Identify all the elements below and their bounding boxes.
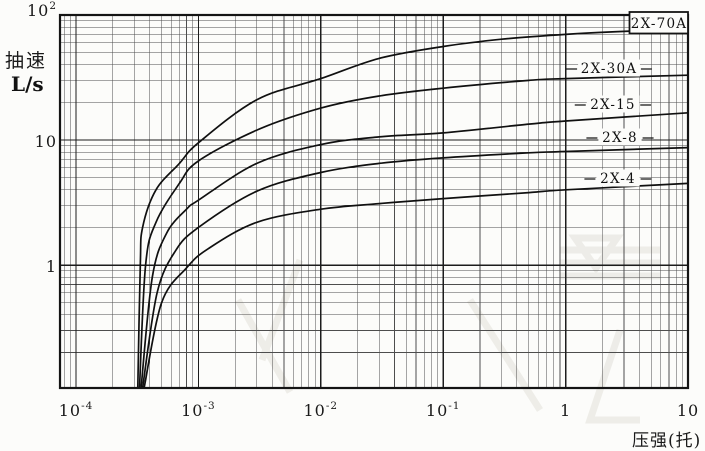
x-tick-10-2: 10-2 [304,400,339,420]
series-label-2X-30A: 2X-30A [581,61,637,77]
y-tick-102: 102 [27,0,57,20]
curve-2X-15 [140,111,689,389]
x-tick-1: 1 [560,401,571,420]
series-label-2X-4: 2X-4 [600,171,636,187]
x-tick-10-3: 10-3 [181,400,216,420]
series-label-bg-2X-8 [598,128,642,146]
x-axis-title: 压强(托) [632,431,702,451]
series-label-bg-2X-4 [596,169,640,187]
series-label-2X-8: 2X-8 [602,130,638,146]
curve-2X-30A [138,74,689,389]
plot-border [58,13,690,390]
x-tick-10-4: 10-4 [59,400,94,420]
x-tick-10: 10 [677,401,699,420]
series-label-bg-2X-30A [578,59,640,77]
curve-2X-8 [141,146,689,389]
series-label-box-2X-70A [628,11,689,35]
x-tick-10-1: 10-1 [426,400,461,420]
series-label-bg-2X-15 [586,95,640,113]
y-axis-title: 抽速 [5,50,48,72]
series-label-2X-70A: 2X-70A [631,16,687,32]
curve-2X-70A [136,27,689,389]
curve-2X-4 [143,182,689,389]
y-tick-10: 10 [35,132,57,151]
y-axis-unit: L/s [11,72,44,96]
series-label-2X-15: 2X-15 [590,97,635,113]
y-tick-1: 1 [46,257,57,276]
